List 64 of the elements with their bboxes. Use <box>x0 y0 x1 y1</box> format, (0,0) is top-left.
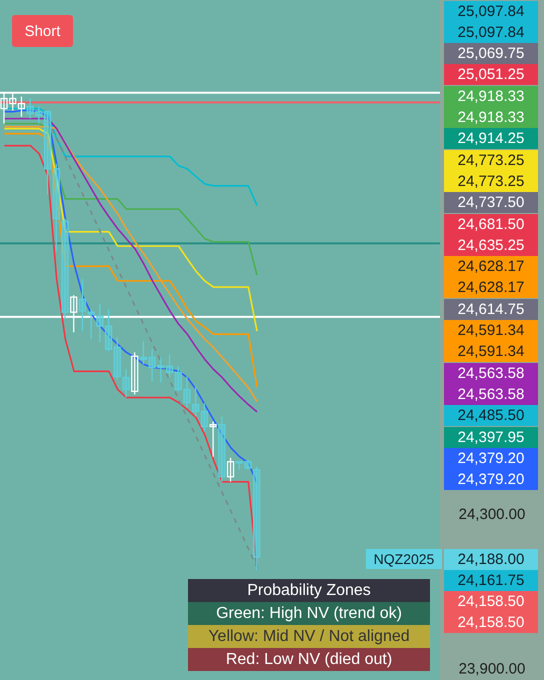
candlestick <box>157 356 164 384</box>
candlestick <box>140 340 148 365</box>
text: 25,097.84 <box>444 0 538 22</box>
text: 24,681.50 <box>444 214 538 234</box>
candlestick <box>244 459 252 470</box>
text: 25,069.75 <box>444 43 538 64</box>
text: 24,563.58 <box>444 384 538 405</box>
candlestick <box>183 376 191 408</box>
y-tick-label: 23,900.00 <box>458 660 526 678</box>
y-tick-label: 24,300.00 <box>458 506 526 524</box>
annotation: Short <box>12 15 73 47</box>
text: 24,188.00 <box>444 549 538 570</box>
candlestick <box>78 278 86 332</box>
text: 24,591.34 <box>444 341 538 362</box>
text: 24,161.75 <box>444 570 538 591</box>
candlestick <box>131 352 138 396</box>
candlestick <box>236 461 243 470</box>
candlestick <box>122 368 130 398</box>
candlestick <box>226 457 234 482</box>
text: 24,158.50 <box>444 612 538 633</box>
candlestick <box>35 106 42 124</box>
text: NQZ2025 <box>366 549 442 569</box>
text: 24,485.50 <box>444 405 538 426</box>
candlestick <box>61 218 69 320</box>
annotation: Red: Low NV (died out) <box>188 648 430 671</box>
candlestick <box>174 366 182 392</box>
text: 24,397.95 <box>444 426 538 448</box>
annotation: Yellow: Mid NV / Not aligned <box>188 625 430 648</box>
text: 24,628.17 <box>444 256 538 278</box>
line-series <box>4 122 258 276</box>
text: 24,158.50 <box>444 591 538 612</box>
candlestick <box>44 110 52 195</box>
candlestick <box>166 354 174 378</box>
candlestick <box>104 308 112 352</box>
text: 24,737.50 <box>444 192 538 214</box>
annotation: Green: High NV (trend ok) <box>188 602 430 625</box>
candlestick <box>218 416 226 482</box>
text: 24,628.17 <box>444 277 538 298</box>
text: 24,614.75 <box>444 298 538 320</box>
candlestick <box>148 348 156 382</box>
candlestick <box>26 98 34 120</box>
line-series <box>4 144 258 570</box>
line-series <box>4 128 258 332</box>
candlestick <box>88 308 95 340</box>
candlestick <box>114 336 121 380</box>
text: 24,591.34 <box>444 320 538 341</box>
annotation: Probability Zones <box>188 579 430 602</box>
candlestick <box>96 303 104 343</box>
candlestick <box>192 386 200 418</box>
text: 25,097.84 <box>444 22 538 43</box>
candlestick <box>253 466 260 570</box>
text: 24,773.25 <box>444 170 538 192</box>
candlestick <box>52 163 60 252</box>
text: 24,914.25 <box>444 128 538 150</box>
text: 24,918.33 <box>444 107 538 128</box>
candlestick <box>210 420 217 458</box>
text: 24,635.25 <box>444 234 538 256</box>
text: 24,379.20 <box>444 469 538 490</box>
candlestick <box>200 402 208 432</box>
text: 24,773.25 <box>444 150 538 171</box>
text: 24,563.58 <box>444 362 538 384</box>
text: 25,051.25 <box>444 64 538 86</box>
text: 24,918.33 <box>444 86 538 107</box>
text: 24,379.20 <box>444 448 538 469</box>
